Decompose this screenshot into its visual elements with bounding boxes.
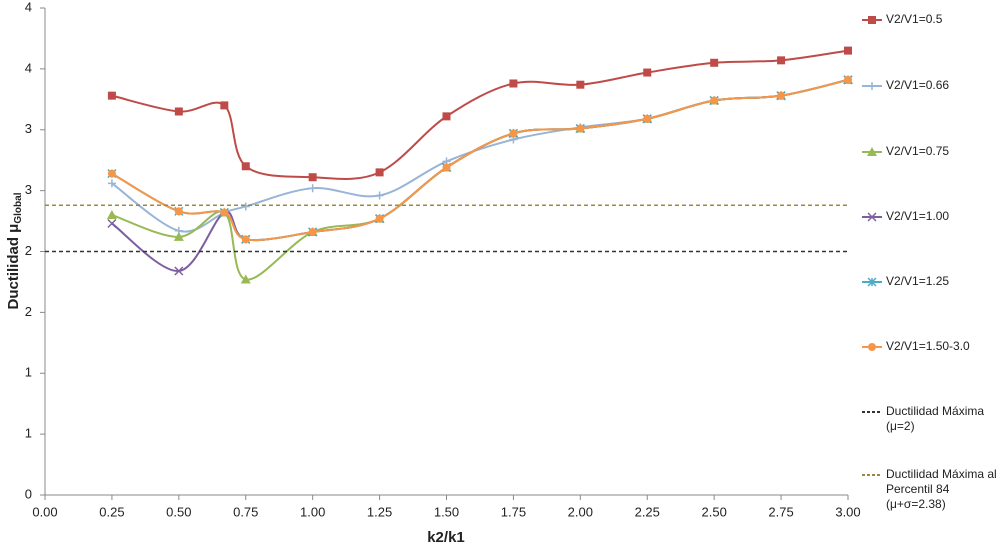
y-axis-label-sub: Global (13, 192, 24, 223)
x-tick-label: 0.75 (233, 504, 258, 519)
marker (174, 107, 183, 116)
marker (777, 56, 786, 65)
x-tick-label: 2.75 (768, 504, 793, 519)
marker (308, 228, 317, 237)
marker (107, 179, 116, 188)
marker (576, 124, 585, 133)
x-tick-label: 1.00 (300, 504, 325, 519)
marker (844, 46, 852, 55)
marker (710, 58, 719, 67)
marker (241, 202, 250, 211)
marker (868, 343, 876, 351)
marker (107, 169, 116, 178)
x-tick-label: 1.25 (367, 504, 392, 519)
y-tick-label: 3 (25, 182, 32, 197)
x-tick-label: 1.75 (501, 504, 526, 519)
marker (240, 274, 251, 284)
legend-label: V2/V1=1.00 (886, 209, 950, 223)
marker (576, 80, 585, 89)
y-tick-label: 0 (25, 486, 32, 501)
marker (375, 191, 384, 200)
marker (107, 91, 116, 100)
y-tick-label: 3 (25, 121, 32, 136)
y-axis-label-main: Ductilidad μ (5, 224, 22, 310)
x-axis-label: k2/k1 (427, 529, 465, 546)
legend-label: V2/V1=0.5 (886, 12, 943, 26)
marker (174, 207, 183, 216)
y-tick-label: 4 (25, 0, 32, 14)
legend-label: Ductilidad Máxima (μ=2) (886, 404, 985, 433)
x-tick-label: 2.00 (568, 504, 593, 519)
marker (777, 91, 786, 100)
marker (643, 68, 652, 77)
y-tick-label: 2 (25, 243, 32, 258)
legend-label: V2/V1=1.50-3.0 (886, 339, 970, 353)
marker (509, 129, 518, 138)
marker (867, 277, 877, 287)
x-tick-label: 2.25 (635, 504, 660, 519)
y-tick-label: 1 (25, 365, 32, 380)
x-tick-label: 1.50 (434, 504, 459, 519)
x-tick-label: 3.00 (835, 504, 860, 519)
marker (308, 173, 317, 182)
legend-label: V2/V1=0.75 (886, 144, 950, 158)
marker (844, 75, 852, 84)
legend-label: Ductilidad Máxima al Percentil 84 (μ+σ=2… (886, 467, 997, 511)
y-tick-label: 1 (25, 426, 32, 441)
legend-label: V2/V1=0.66 (886, 78, 950, 92)
marker (220, 208, 229, 217)
x-tick-label: 0.00 (32, 504, 57, 519)
y-tick-label: 4 (25, 60, 32, 75)
marker (867, 212, 877, 222)
marker (868, 82, 876, 90)
x-tick-label: 2.50 (702, 504, 727, 519)
marker (308, 184, 317, 193)
x-tick-label: 0.50 (166, 504, 191, 519)
marker (868, 16, 876, 24)
marker (375, 214, 384, 223)
marker (442, 112, 451, 121)
x-tick-label: 0.25 (99, 504, 124, 519)
marker (106, 209, 117, 219)
marker (375, 168, 384, 177)
series-line (111, 49, 849, 180)
marker (220, 101, 229, 110)
y-axis-label: Ductilidad μGlobal (5, 192, 24, 309)
marker (241, 235, 250, 244)
marker (173, 231, 184, 241)
series-line (111, 78, 849, 281)
y-tick-label: 2 (25, 304, 32, 319)
marker (710, 96, 719, 105)
marker (107, 218, 117, 229)
marker (442, 163, 451, 172)
marker (509, 79, 518, 88)
marker (174, 266, 184, 276)
marker (643, 114, 652, 123)
marker (241, 162, 250, 171)
marker (867, 147, 877, 156)
legend-label: V2/V1=1.25 (886, 274, 950, 288)
